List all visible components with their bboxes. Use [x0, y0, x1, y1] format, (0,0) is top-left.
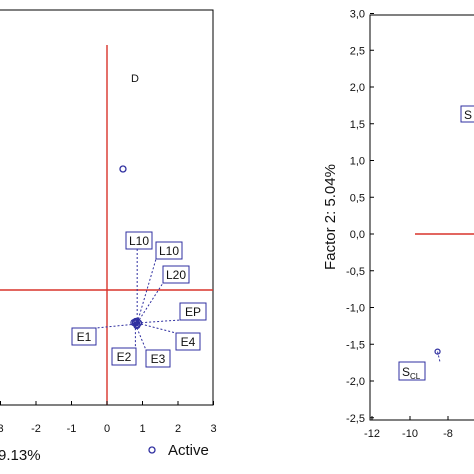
right-y-tick-label: 2,5	[350, 45, 365, 57]
left-legend: Active	[148, 442, 209, 459]
leader-line-L20	[136, 282, 164, 324]
left-x-tick-label: 3	[210, 423, 216, 435]
label-box-L10	[155, 241, 183, 260]
left-x-tick-label: -1	[67, 423, 77, 435]
point-label-E3: E3	[151, 352, 166, 366]
label-box-SCL	[398, 361, 426, 381]
point-marker-E1	[131, 319, 139, 327]
leader-line-EP	[137, 319, 181, 324]
right-x-ticks: -12 -10 -8	[364, 416, 453, 440]
right-y-axis-label: Factor 2: 5.04%	[322, 164, 339, 270]
left-chart: 3 -2 -1 0 1 2 3 D L10 L10 L20 EP E4 E3 E2 E1 9.13% Act…	[0, 9, 217, 464]
left-x-tick-label: 0	[104, 423, 110, 435]
leader-line-SCL	[437, 351, 441, 363]
right-y-tick-label: 2,0	[350, 82, 365, 94]
label-box-L20	[162, 265, 190, 284]
right-x-tick-label: -12	[364, 428, 380, 440]
right-y-tick-label: 0,5	[350, 192, 365, 204]
right-y-tick-label: -2,5	[346, 413, 365, 425]
point-label-E1: E1	[77, 330, 92, 344]
point-label-E4: E4	[181, 335, 196, 349]
right-y-tick-label: 1,5	[350, 119, 365, 131]
left-x-tick-label: -2	[31, 423, 41, 435]
right-y-tick-label: 3,0	[350, 9, 365, 21]
point-label-L10: L10	[159, 244, 179, 258]
right-y-tick-label: -0,5	[346, 266, 365, 278]
label-box-L10	[125, 231, 153, 250]
right-y-tick-label: 1,0	[350, 156, 365, 168]
label-box-E1	[71, 327, 97, 346]
leader-line-E1	[95, 323, 136, 329]
point-label-D: D	[131, 73, 139, 85]
left-x-tick-label: 3	[0, 423, 4, 435]
legend-marker	[148, 446, 156, 454]
leader-line-E4	[137, 322, 177, 334]
label-box-E2	[111, 347, 137, 366]
left-x-tick-label: 2	[175, 423, 181, 435]
right-plot-frame	[369, 14, 474, 421]
left-x-ticks: 3 -2 -1 0 1 2 3	[0, 401, 217, 435]
point-marker-D	[119, 165, 127, 173]
left-plot-frame	[0, 9, 214, 406]
right-x-tick-label: -10	[402, 428, 418, 440]
right-y-tick-label: -1,0	[346, 303, 365, 315]
legend-label: Active	[168, 442, 209, 459]
left-x-axis-label: 9.13%	[0, 447, 41, 464]
label-box-E3	[145, 349, 171, 368]
label-box-S	[460, 105, 474, 123]
point-label-L10: L10	[129, 234, 149, 248]
right-y-ticks: 3,0 2,5 2,0 1,5 1,0 0,5 0,0 -0,5 -1,0 -1,5 -2,0 -2,…	[346, 9, 374, 425]
left-point-marks: D L10 L10 L20 EP E4 E3 E2 E1	[71, 73, 207, 368]
point-label-S: S	[464, 108, 472, 122]
point-marker-SCL	[434, 348, 441, 355]
right-chart: 3,0 2,5 2,0 1,5 1,0 0,5 0,0 -0,5 -1,0 -1,5 -2,0 -2,…	[322, 9, 474, 440]
point-label-L20: L20	[166, 268, 186, 282]
right-y-tick-label: 0,0	[350, 229, 365, 241]
left-x-tick-label: 1	[139, 423, 145, 435]
point-label-EP: EP	[185, 305, 201, 319]
label-box-EP	[179, 302, 207, 321]
right-y-tick-label: -1,5	[346, 339, 365, 351]
leader-line-L10	[136, 258, 157, 324]
label-box-E4	[175, 332, 201, 351]
right-y-tick-label: -2,0	[346, 376, 365, 388]
right-x-tick-label: -8	[443, 428, 453, 440]
point-label-E2: E2	[117, 350, 132, 364]
